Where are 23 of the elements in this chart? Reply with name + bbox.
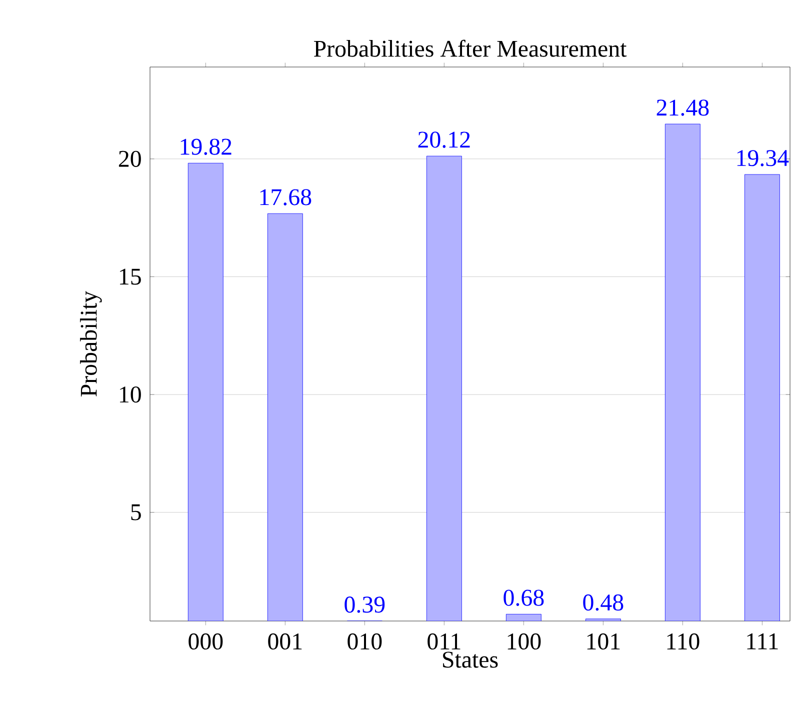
data-label: 21.48 xyxy=(656,100,709,116)
y-axis-title: Probability xyxy=(80,290,102,396)
x-tick-label: 000 xyxy=(188,633,223,650)
data-label: 19.34 xyxy=(737,150,789,166)
x-tick-label: 111 xyxy=(747,633,778,650)
data-label: 20.12 xyxy=(418,132,470,148)
data-label: 17.68 xyxy=(260,189,312,206)
x-tick-label: 011 xyxy=(428,633,460,650)
y-tick-label: 15 xyxy=(120,268,141,285)
chart-title: Probabilities After Measurement xyxy=(314,40,627,57)
x-tick-label: 010 xyxy=(348,633,382,650)
y-tick-label: 5 xyxy=(131,504,141,520)
x-tick-label: 001 xyxy=(268,633,302,650)
y-tick-label: 10 xyxy=(120,386,141,403)
data-label: 0.68 xyxy=(504,590,544,606)
x-tick-label: 100 xyxy=(508,633,541,650)
x-axis-title: States xyxy=(443,652,498,668)
data-label: 0.39 xyxy=(344,596,385,613)
x-tick-label: 101 xyxy=(587,633,620,650)
y-tick-label: 20 xyxy=(118,150,141,167)
data-label: 0.48 xyxy=(583,594,624,611)
data-label: 19.82 xyxy=(180,138,232,155)
x-tick-label: 110 xyxy=(667,633,700,650)
